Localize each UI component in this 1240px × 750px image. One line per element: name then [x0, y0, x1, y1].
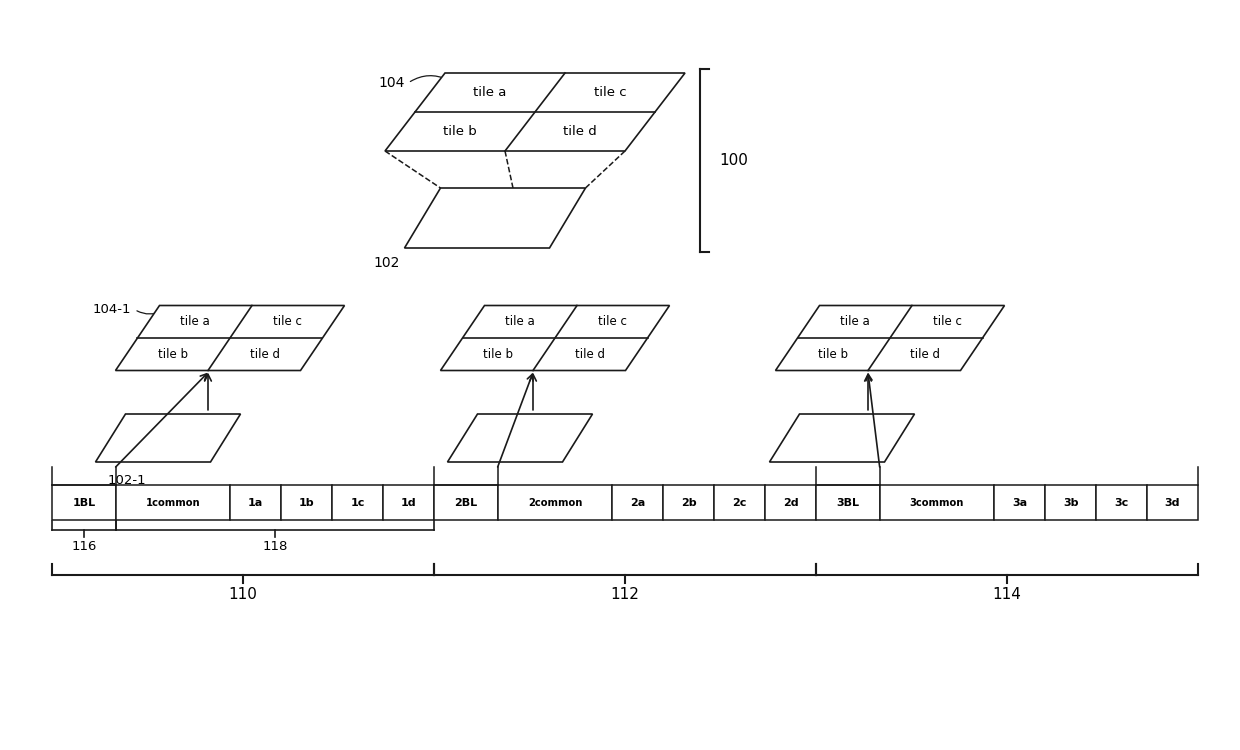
Bar — [52, 485, 115, 520]
Text: tile c: tile c — [932, 315, 962, 328]
Text: 1a: 1a — [248, 497, 263, 508]
Text: tile c: tile c — [598, 315, 626, 328]
Text: 116: 116 — [71, 540, 97, 553]
Bar — [613, 485, 663, 520]
Text: 2d: 2d — [782, 497, 799, 508]
Bar — [879, 485, 994, 520]
Bar — [1045, 485, 1096, 520]
Text: 3c: 3c — [1115, 497, 1128, 508]
Polygon shape — [770, 414, 915, 462]
Bar — [115, 485, 231, 520]
Bar — [714, 485, 765, 520]
Text: tile c: tile c — [273, 315, 301, 328]
Text: 3BL: 3BL — [836, 497, 859, 508]
Bar — [994, 485, 1045, 520]
Text: 2common: 2common — [528, 497, 582, 508]
Bar — [663, 485, 714, 520]
Text: 102-1: 102-1 — [108, 474, 146, 487]
Text: 2c: 2c — [733, 497, 746, 508]
Polygon shape — [775, 305, 1004, 370]
Text: tile d: tile d — [563, 125, 596, 138]
Text: 3b: 3b — [1063, 497, 1079, 508]
Text: tile b: tile b — [482, 348, 513, 361]
Bar — [434, 485, 497, 520]
Text: tile c: tile c — [594, 86, 626, 99]
Polygon shape — [448, 414, 593, 462]
Text: tile d: tile d — [250, 348, 280, 361]
Text: tile b: tile b — [817, 348, 848, 361]
Polygon shape — [384, 73, 684, 151]
Text: 102: 102 — [373, 256, 399, 270]
Bar — [1147, 485, 1198, 520]
Text: 3a: 3a — [1012, 497, 1027, 508]
Bar — [383, 485, 434, 520]
Polygon shape — [95, 414, 241, 462]
Bar — [231, 485, 281, 520]
Bar — [765, 485, 816, 520]
Text: 114: 114 — [992, 587, 1022, 602]
Bar — [332, 485, 383, 520]
Text: tile a: tile a — [180, 315, 210, 328]
Text: 2b: 2b — [681, 497, 697, 508]
Text: 2BL: 2BL — [454, 497, 477, 508]
Text: 1common: 1common — [145, 497, 201, 508]
Text: 112: 112 — [610, 587, 640, 602]
Text: 1BL: 1BL — [72, 497, 95, 508]
Text: 1c: 1c — [351, 497, 365, 508]
Text: 100: 100 — [719, 153, 748, 168]
Text: tile d: tile d — [575, 348, 605, 361]
Text: tile d: tile d — [910, 348, 940, 361]
Text: tile a: tile a — [505, 315, 534, 328]
Text: tile a: tile a — [839, 315, 869, 328]
Bar — [816, 485, 879, 520]
Polygon shape — [115, 305, 345, 370]
Text: 3d: 3d — [1164, 497, 1180, 508]
Text: 118: 118 — [262, 540, 288, 553]
Text: 2a: 2a — [630, 497, 645, 508]
Bar — [1096, 485, 1147, 520]
Text: 104-1: 104-1 — [93, 303, 131, 316]
Bar — [497, 485, 613, 520]
Text: tile b: tile b — [157, 348, 187, 361]
Bar — [281, 485, 332, 520]
Text: tile a: tile a — [474, 86, 507, 99]
Polygon shape — [404, 188, 585, 248]
Text: 3common: 3common — [910, 497, 965, 508]
Text: 104: 104 — [378, 76, 405, 90]
Text: 1b: 1b — [299, 497, 315, 508]
Polygon shape — [440, 305, 670, 370]
Text: 1d: 1d — [401, 497, 417, 508]
Text: tile b: tile b — [443, 125, 477, 138]
Text: 110: 110 — [228, 587, 258, 602]
